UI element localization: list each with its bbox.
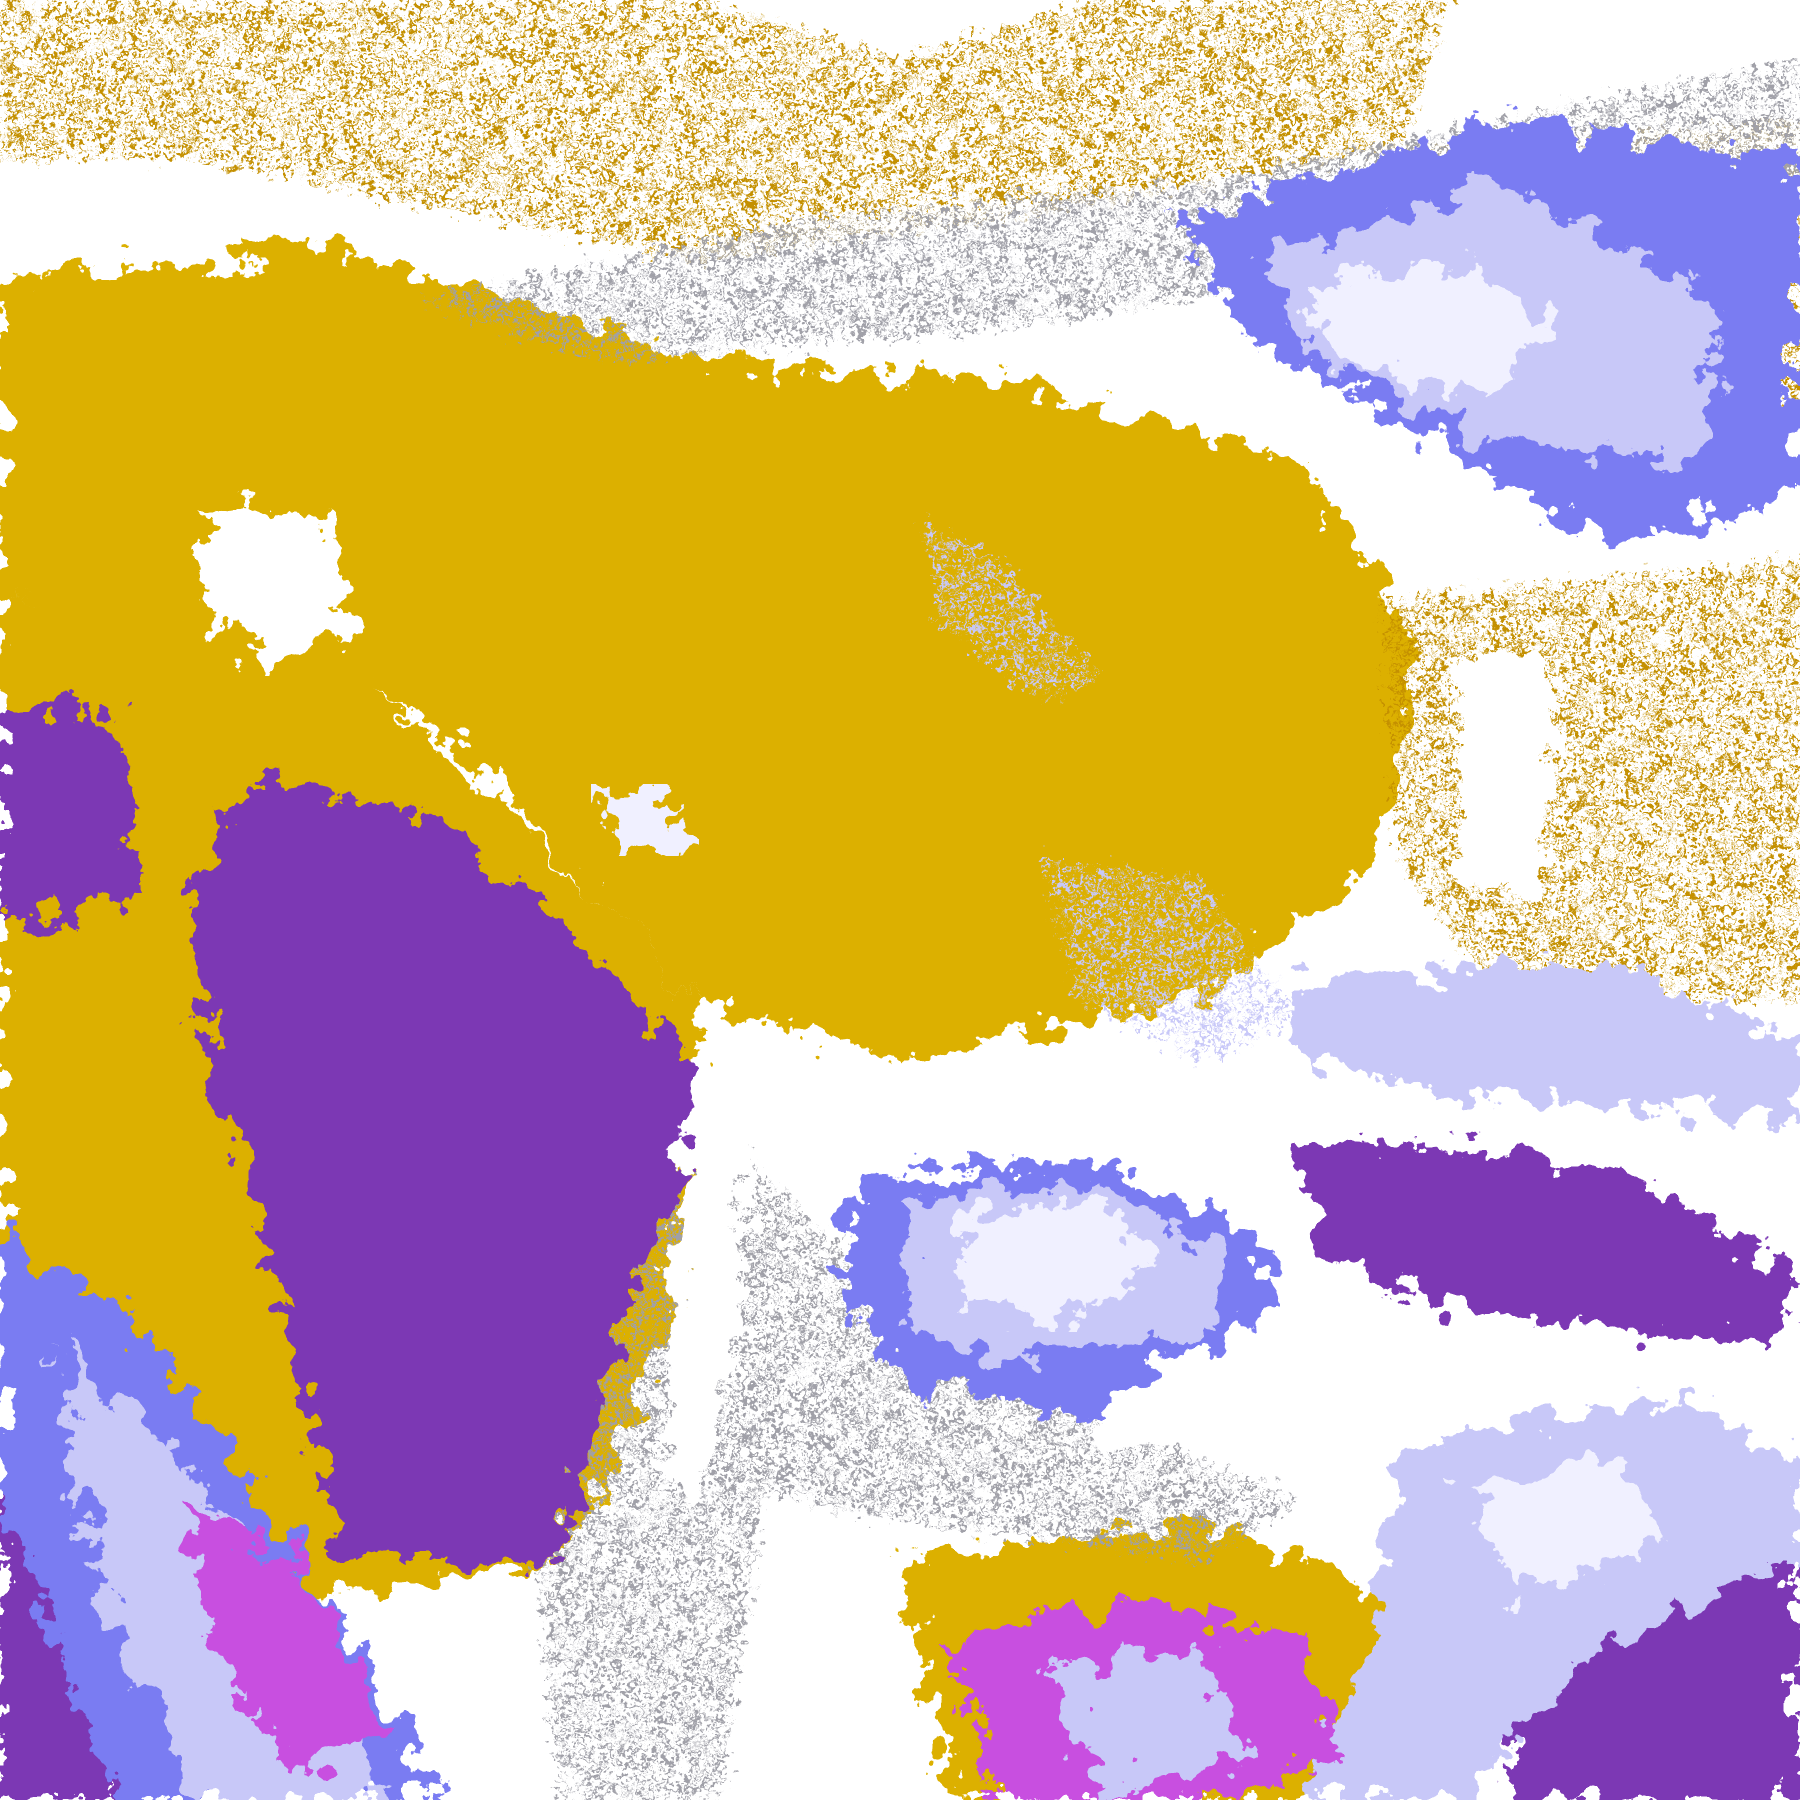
region-lavender [1050,1650,1260,1800]
region-clear [200,500,360,660]
region-clear [660,1040,760,1500]
region-pale [960,1200,1160,1320]
region-pale [1300,260,1560,400]
region-pale [600,790,690,850]
region-purple [1300,1140,1800,1340]
region-lavender [920,520,1100,700]
region-purple [0,700,140,920]
region-clear [1100,1300,1600,1440]
region-lavender [1300,1400,1800,1800]
region-gold [0,240,1420,1060]
region-purple [180,780,720,1560]
region-lavender [1040,860,1300,1060]
region-lavender [1300,960,1800,1120]
region-clear [0,170,260,270]
region-magenta [180,1500,380,1780]
region-clear [1460,640,1560,900]
region-pale [1460,1460,1660,1600]
